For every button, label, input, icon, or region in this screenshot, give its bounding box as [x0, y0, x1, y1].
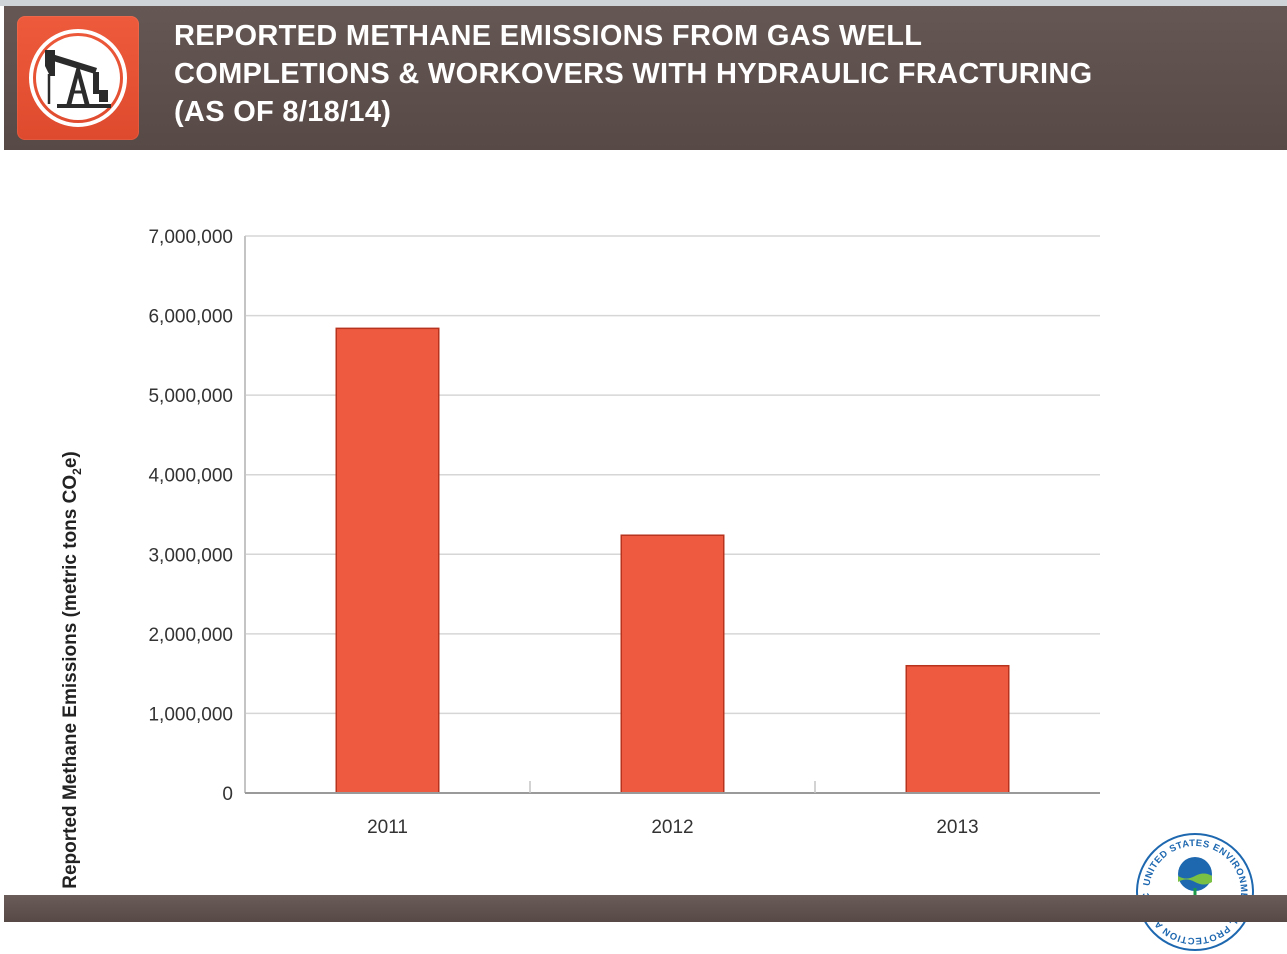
x-tick-label: 2012	[651, 817, 693, 838]
x-tick-label: 2011	[367, 817, 408, 838]
badge-tile	[17, 16, 139, 140]
y-tick-label: 4,000,000	[148, 466, 233, 487]
oil-pumpjack-icon	[29, 29, 127, 127]
axes	[244, 236, 1100, 794]
y-axis-label: Reported Methane Emissions (metric tons …	[60, 451, 84, 889]
y-tick-label: 3,000,000	[148, 545, 233, 566]
bar-2013	[907, 666, 1008, 793]
bar-chart: 0 1,000,000 2,000,000 3,000,000 4,000,000 5,0…	[148, 227, 1100, 838]
x-tick-labels: 2011 2012 2013	[367, 817, 979, 838]
y-tick-labels: 0 1,000,000 2,000,000 3,000,000 4,000,000 5,0…	[148, 227, 233, 805]
y-tick-label: 7,000,000	[148, 227, 233, 248]
footer-bar	[4, 895, 1287, 922]
y-tick-label: 2,000,000	[148, 625, 233, 646]
epa-seal-icon: UNITED STATES ENVIRONMENTAL PROTECTION A…	[1133, 830, 1254, 951]
bar-2011	[337, 329, 438, 793]
top-strip	[0, 0, 1287, 6]
title-line-1: REPORTED METHANE EMISSIONS FROM GAS WELL	[174, 20, 923, 52]
bar-2012	[622, 535, 723, 793]
chart-area: 0 1,000,000 2,000,000 3,000,000 4,000,000 5,0…	[0, 150, 1287, 951]
title-line-3: (AS OF 8/18/14)	[174, 96, 392, 128]
y-tick-label: 0	[222, 784, 233, 805]
y-tick-label: 1,000,000	[148, 704, 233, 725]
y-tick-label: 5,000,000	[148, 386, 233, 407]
bars	[335, 327, 1010, 793]
title-line-2: COMPLETIONS & WORKOVERS WITH HYDRAULIC F…	[174, 58, 1093, 90]
header-banner: REPORTED METHANE EMISSIONS FROM GAS WELL…	[4, 6, 1287, 150]
x-tick-label: 2013	[936, 817, 978, 838]
y-tick-label: 6,000,000	[148, 307, 233, 328]
